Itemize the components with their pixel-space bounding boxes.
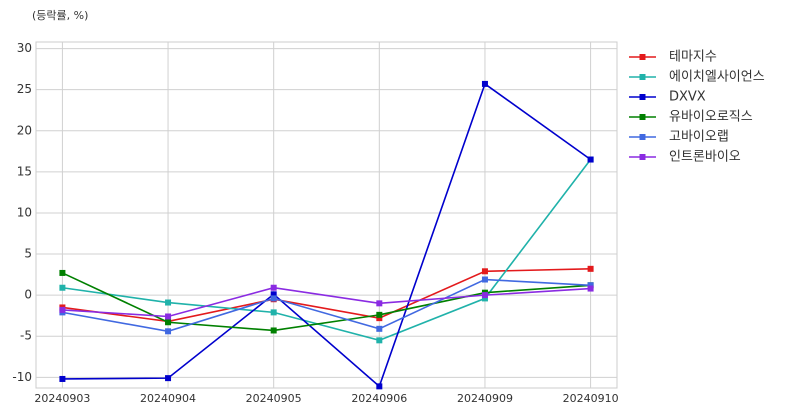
point: [270, 291, 277, 298]
x-tick-label: 20240904: [140, 392, 196, 405]
point: [587, 285, 594, 292]
point: [165, 299, 172, 306]
legend-marker: [639, 54, 646, 60]
point: [376, 337, 383, 344]
point: [481, 268, 488, 275]
series-line: [62, 268, 591, 323]
point: [587, 265, 594, 272]
point: [376, 315, 383, 322]
legend-marker: [639, 94, 646, 100]
legend-label: DXVX: [669, 90, 706, 105]
x-tick-label: 20240906: [351, 392, 407, 405]
x-tick-label: 20240910: [563, 392, 619, 405]
series-line: [62, 278, 591, 333]
legend-marker: [639, 114, 646, 120]
point: [270, 309, 277, 316]
point: [481, 292, 488, 299]
point: [376, 325, 383, 332]
series-line: [62, 272, 591, 332]
legend-label: 테마지수: [669, 50, 717, 65]
y-tick-label: -10: [12, 370, 32, 384]
legend-label: 유바이오로직스: [669, 110, 753, 125]
point: [165, 313, 172, 320]
point: [165, 328, 172, 335]
series-line: [62, 159, 592, 342]
legend-marker: [639, 74, 646, 80]
point: [59, 375, 66, 382]
x-tick-label: 20240909: [457, 392, 513, 405]
point: [481, 295, 488, 302]
point: [59, 269, 66, 276]
legend-label: 에이치엘사이언스: [669, 70, 765, 85]
point: [376, 311, 383, 318]
point: [376, 383, 383, 390]
y-tick-label: 25: [17, 82, 32, 96]
point: [270, 327, 277, 334]
x-tick-label: 20240903: [34, 392, 90, 405]
point: [481, 276, 488, 283]
plot-frame: [35, 41, 618, 389]
y-tick-label: 10: [17, 205, 32, 219]
y-tick-label: 0: [24, 288, 32, 302]
legend-marker: [639, 134, 646, 140]
point: [270, 284, 277, 291]
y-tick-label: 20: [17, 123, 32, 137]
point: [270, 295, 277, 302]
legend-label: 인트론바이오: [669, 150, 741, 165]
legend-marker: [639, 154, 646, 160]
y-axis-label: (등락률, %): [32, 9, 88, 22]
point: [376, 300, 383, 307]
series-line: [62, 286, 591, 318]
x-tick-label: 20240905: [246, 392, 302, 405]
point: [165, 319, 172, 326]
point: [59, 284, 66, 291]
series-line: [62, 82, 592, 388]
y-tick-label: 15: [17, 164, 32, 178]
point: [59, 306, 66, 313]
y-tick-label: 30: [17, 41, 32, 55]
legend-label: 고바이오랩: [669, 130, 729, 145]
y-tick-label: 5: [24, 247, 32, 261]
point: [587, 282, 594, 289]
point: [165, 375, 172, 382]
point: [481, 80, 488, 87]
point: [587, 156, 594, 163]
y-tick-label: -5: [20, 329, 32, 343]
